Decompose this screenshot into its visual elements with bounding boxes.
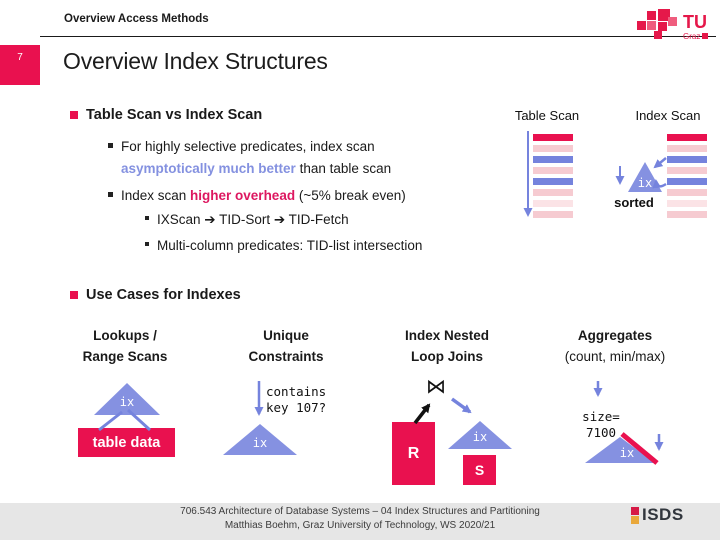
contains-key-query: contains key 107?	[266, 384, 327, 415]
bullet-square-icon	[145, 242, 149, 246]
row-bar-lightpink	[667, 200, 707, 207]
bullet1-text: For highly selective predicates, index s…	[121, 139, 375, 154]
isds-logo-text: ISDS	[642, 505, 684, 524]
row-bar-blue	[533, 178, 573, 185]
section1-heading: Table Scan vs Index Scan	[86, 107, 263, 123]
bullet-tablescan-vs-indexscan: Table Scan vs Index Scan	[70, 107, 262, 123]
row-bar-blue	[667, 178, 707, 185]
join-operator-icon: ⋈	[426, 376, 446, 398]
row-bar-pink	[667, 189, 707, 196]
bullet-square-icon	[108, 192, 113, 197]
row-bar-pink	[533, 211, 573, 218]
size-annotation: size= 7100	[582, 409, 620, 440]
bullet4-text: Multi-column predicates: TID-list inters…	[157, 238, 423, 253]
unique-index-triangle-icon	[223, 424, 297, 455]
breadcrumb-title: Overview Access Methods	[64, 13, 209, 25]
row-bar-blue	[667, 156, 707, 163]
bullet-square-icon	[108, 143, 113, 148]
bullet-selective-predicates: For highly selective predicates, index s…	[108, 136, 453, 180]
tu-graz-logo: TU Graz	[637, 9, 708, 41]
tu-logo-text: TU	[683, 12, 707, 32]
index-scan-rows	[667, 134, 707, 222]
r-to-join-arrow	[413, 403, 431, 425]
bullet-square-icon	[70, 291, 78, 299]
bullet-multicolumn: Multi-column predicates: TID-list inters…	[145, 235, 422, 257]
column-header-unique: Unique Constraints	[248, 328, 324, 364]
aggregate-ix-label: ix	[619, 446, 635, 460]
sorted-label: sorted	[614, 195, 654, 210]
footer-course-line: 706.543 Architecture of Database Systems…	[180, 506, 540, 517]
relation-r-box: R	[392, 422, 435, 485]
page-title: Overview Index Structures	[63, 48, 328, 74]
header-divider	[40, 36, 716, 37]
bullet2-highlight: higher overhead	[190, 188, 296, 203]
isds-gold-square-icon	[631, 515, 639, 524]
row-bar-pink	[533, 145, 573, 152]
bullet-use-cases: Use Cases for Indexes	[70, 287, 241, 303]
row-bar-pink	[667, 167, 707, 174]
unique-ix-label: ix	[252, 436, 268, 450]
isds-red-square-icon	[631, 506, 639, 515]
bullet-square-icon	[70, 111, 78, 119]
join-index-triangle-icon	[448, 421, 512, 449]
bullet2-pre: Index scan	[121, 188, 191, 203]
column-header-aggregates: Aggregates (count, min/max)	[564, 328, 666, 364]
row-bar-pink	[667, 145, 707, 152]
row-bar-red	[667, 134, 707, 141]
row-bar-red	[533, 134, 573, 141]
row-bar-pink	[667, 211, 707, 218]
bullet3-text: IXScan ➔ TID-Sort ➔ TID-Fetch	[157, 212, 349, 227]
table-scan-rows	[533, 134, 573, 222]
bullet-ixscan-pipeline: IXScan ➔ TID-Sort ➔ TID-Fetch	[145, 209, 349, 231]
row-bar-lightpink	[533, 200, 573, 207]
row-bar-blue	[533, 156, 573, 163]
tu-logo-subtext: Graz	[683, 32, 700, 41]
column-header-join: Index Nested Loop Joins	[404, 328, 490, 364]
row-bar-pink	[533, 167, 573, 174]
join-to-index-arrow	[450, 397, 472, 414]
isds-logo: ISDS	[631, 505, 684, 525]
bullet2-tail: (~5% break even)	[295, 188, 406, 203]
relation-s-box: S	[463, 455, 496, 485]
bullet1-tail: than table scan	[295, 161, 392, 176]
column-header-lookups: Lookups / Range Scans	[82, 328, 168, 364]
index-triangle-label: ix	[637, 176, 653, 190]
join-ix-label: ix	[472, 430, 488, 444]
slide-number: 7	[0, 45, 40, 85]
footer-author-line: Matthias Boehm, Graz University of Techn…	[224, 520, 496, 531]
table-data-box: table data	[78, 428, 175, 457]
lookup-ix-label: ix	[119, 395, 135, 409]
bullet-square-icon	[145, 216, 149, 220]
index-scan-label: Index Scan	[635, 108, 701, 123]
bullet-index-overhead: Index scan higher overhead (~5% break ev…	[108, 185, 468, 207]
row-bar-pink	[533, 189, 573, 196]
footer-band	[0, 503, 720, 540]
section2-heading: Use Cases for Indexes	[86, 287, 241, 303]
bullet1-highlight: asymptotically much better	[121, 161, 296, 176]
table-scan-label: Table Scan	[514, 108, 580, 123]
